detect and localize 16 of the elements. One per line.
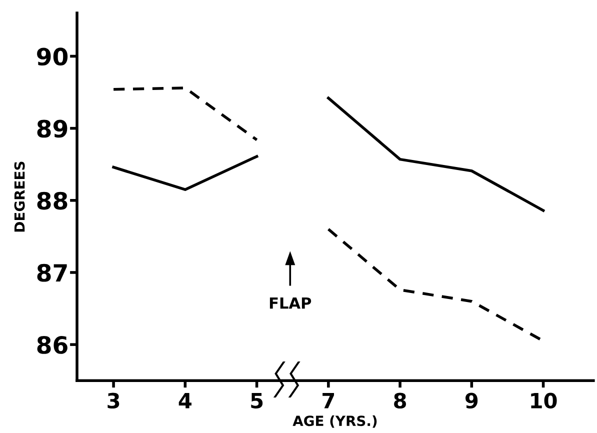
y-tick-label: 87	[37, 264, 67, 282]
x-tick-label: 9	[465, 392, 478, 409]
x-tick-label: 10	[531, 392, 557, 409]
x-tick-label: 8	[394, 392, 406, 409]
y-axis-title: DEGREES	[14, 162, 25, 232]
x-axis-title: AGE (YRS.)	[292, 415, 377, 428]
y-tick-label: 90	[37, 48, 68, 66]
x-tick-label: 3	[108, 392, 120, 409]
line-series	[327, 96, 545, 212]
x-tick-label: 5	[251, 393, 263, 409]
x-tick-label: 7	[322, 393, 334, 408]
annotation: FLAP	[270, 297, 312, 309]
x-tick-label: 4	[178, 393, 192, 408]
y-tick-label: 88	[37, 192, 68, 210]
y-tick-label: 86	[37, 336, 68, 354]
y-tick-label: 89	[37, 120, 68, 138]
